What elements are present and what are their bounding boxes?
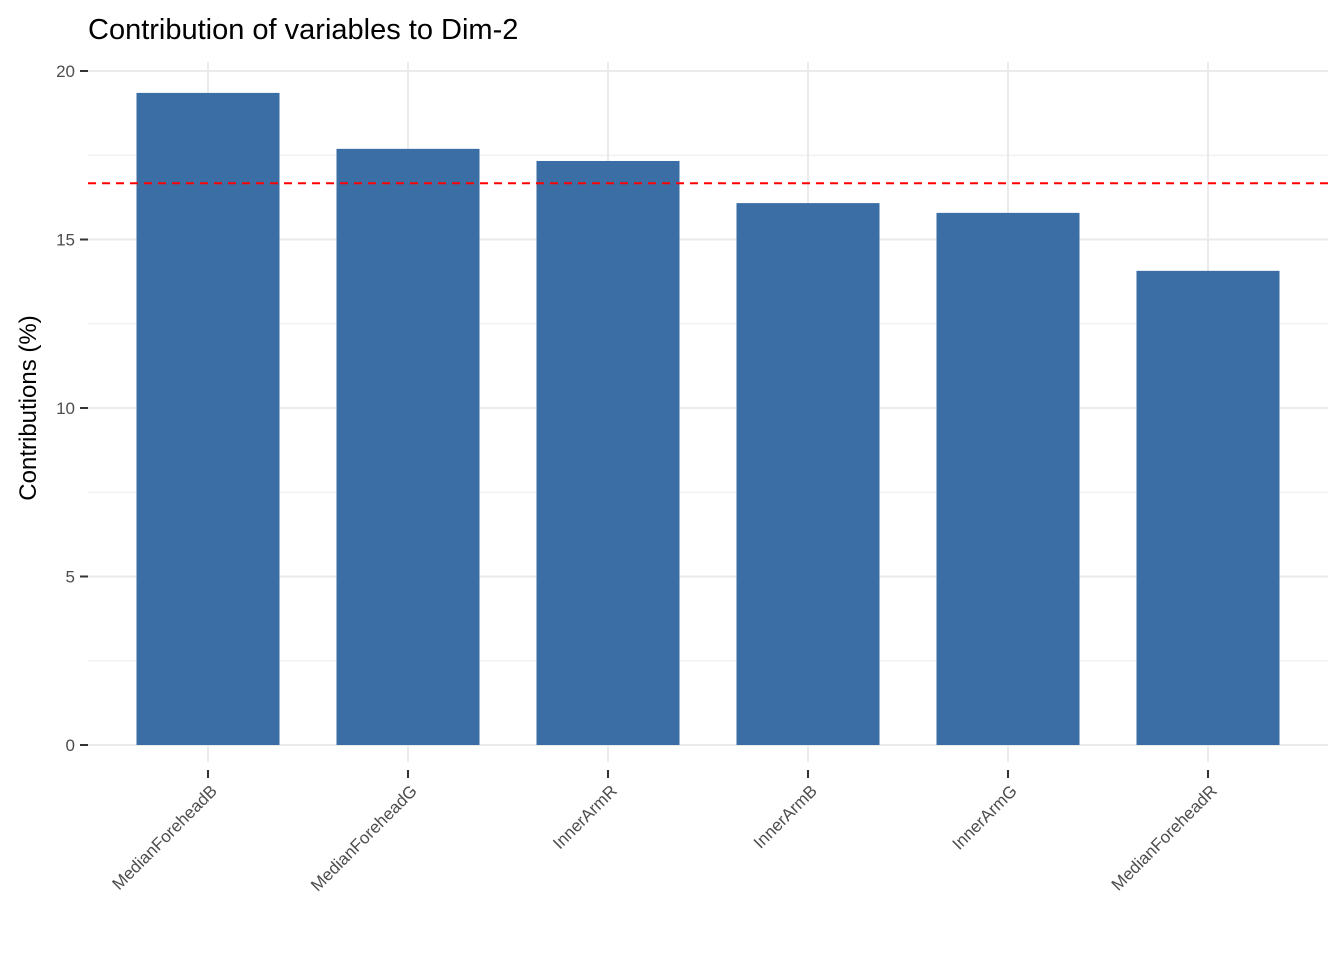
x-tick-label: InnerArmB	[750, 781, 821, 852]
bar-MedianForeheadR	[1136, 270, 1280, 745]
bar-InnerArmB	[736, 203, 880, 745]
x-tick-label: InnerArmG	[949, 781, 1021, 853]
bar-MedianForeheadB	[136, 92, 280, 745]
x-axis: MedianForeheadB MedianForeheadG InnerArmR I…	[108, 770, 1221, 895]
y-tick-label: 15	[56, 231, 75, 250]
bars	[136, 92, 1280, 746]
y-axis: 0 5 10 15 20	[56, 62, 88, 755]
bar-MedianForeheadG	[336, 148, 480, 746]
bar-InnerArmG	[936, 212, 1080, 745]
x-tick-label: MedianForeheadB	[108, 781, 220, 893]
y-tick-label: 5	[66, 568, 75, 587]
bar-InnerArmR	[536, 160, 680, 745]
y-tick-label: 0	[66, 736, 75, 755]
x-tick-label: MedianForeheadG	[307, 781, 421, 895]
x-tick-label: InnerArmR	[549, 781, 621, 853]
y-axis-label: Contributions (%)	[15, 315, 42, 500]
x-tick-label: MedianForeheadR	[1108, 781, 1221, 894]
y-tick-label: 10	[56, 399, 75, 418]
chart-title: Contribution of variables to Dim-2	[88, 14, 518, 46]
y-tick-label: 20	[56, 62, 75, 81]
